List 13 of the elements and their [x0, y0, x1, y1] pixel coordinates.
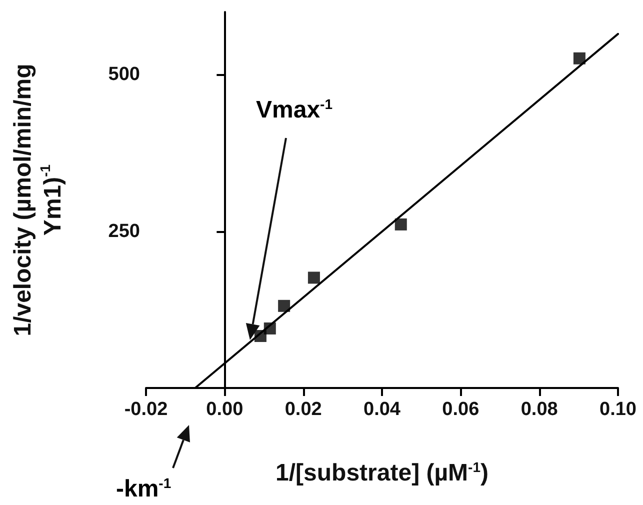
x-tick-label: 0.04 — [364, 399, 401, 420]
point — [394, 218, 407, 230]
point — [278, 300, 290, 312]
x-tick-label: 0.00 — [206, 399, 244, 420]
point — [573, 52, 586, 64]
x-tick-label: 0.10 — [600, 399, 636, 420]
point — [308, 272, 320, 284]
x-tick-label: 0.08 — [520, 399, 558, 420]
y-tick-label: 500 — [108, 64, 140, 86]
x-tick-label: -0.02 — [124, 399, 168, 420]
y-tick-label: 250 — [108, 220, 140, 242]
x-tick-label: 0.02 — [284, 399, 322, 420]
x-tick-label: 0.06 — [442, 399, 480, 420]
